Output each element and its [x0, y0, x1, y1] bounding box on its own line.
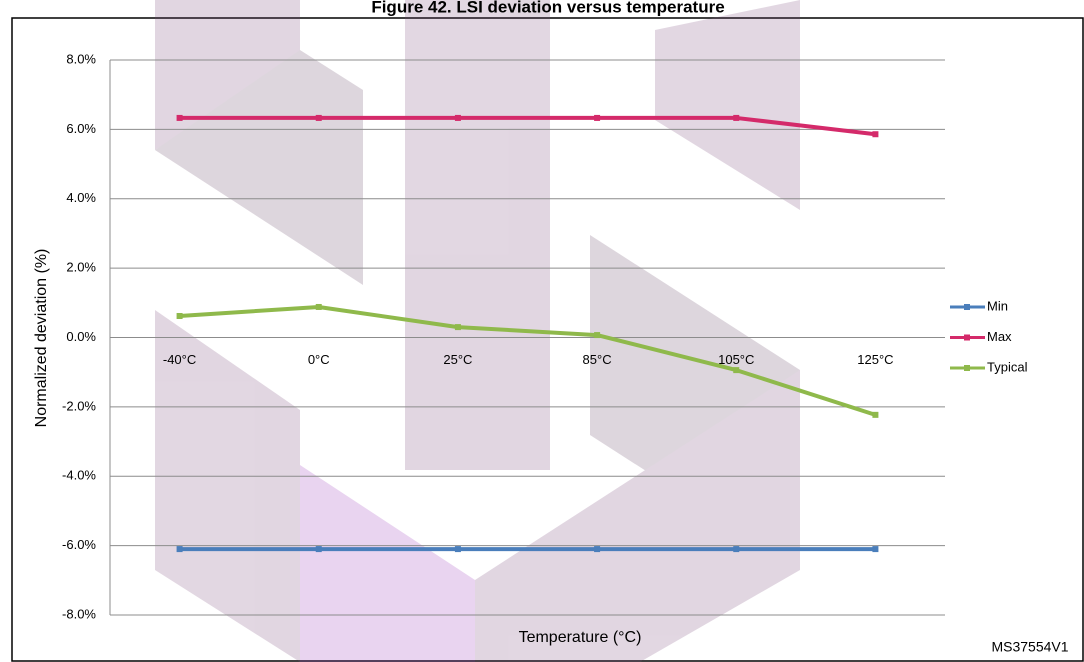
x-axis-label: Temperature (°C): [519, 629, 642, 646]
point-marker: [872, 411, 879, 418]
x-tick-label: 85°C: [583, 352, 612, 367]
frame: [11, 17, 1084, 662]
legend-marker: [964, 304, 970, 310]
point-marker: [454, 324, 461, 331]
reference-code: MS37554V1: [991, 639, 1068, 655]
legend-label: Max: [987, 329, 1012, 344]
legend-marker: [964, 365, 970, 371]
point-marker: [594, 114, 601, 121]
y-axis-label: Normalized deviation (%): [33, 249, 50, 428]
point-marker: [315, 303, 322, 310]
point-marker: [315, 114, 322, 121]
point-marker: [872, 546, 879, 553]
point-marker: [594, 332, 601, 339]
point-marker: [594, 546, 601, 553]
chart-title: Figure 42. LSI deviation versus temperat…: [371, 0, 724, 16]
y-tick-label: 8.0%: [66, 51, 96, 66]
y-tick-label: -2.0%: [62, 398, 96, 413]
point-marker: [315, 546, 322, 553]
legend-label: Min: [987, 298, 1008, 313]
point-marker: [733, 367, 740, 374]
x-tick-label: 105°C: [718, 352, 754, 367]
y-tick-label: 0.0%: [66, 329, 96, 344]
x-tick-label: 0°C: [308, 352, 330, 367]
point-marker: [872, 131, 879, 138]
x-tick-label: -40°C: [163, 352, 196, 367]
series-line: [179, 115, 876, 137]
point-marker: [176, 312, 183, 319]
x-tick-label: 125°C: [857, 352, 893, 367]
y-tick-label: -8.0%: [62, 606, 96, 621]
x-tick-label: 25°C: [443, 352, 472, 367]
point-marker: [454, 546, 461, 553]
y-tick-label: 2.0%: [66, 260, 96, 275]
y-tick-label: 4.0%: [66, 190, 96, 205]
point-marker: [454, 114, 461, 121]
point-marker: [733, 546, 740, 553]
y-tick-label: -4.0%: [62, 468, 96, 483]
legend-label: Typical: [987, 359, 1028, 374]
y-tick-label: 6.0%: [66, 121, 96, 136]
legend-marker: [964, 334, 970, 341]
watermark: [155, 0, 800, 662]
y-tick-label: -6.0%: [62, 537, 96, 552]
point-marker: [176, 114, 183, 121]
point-marker: [176, 546, 183, 553]
series-line: [179, 304, 877, 417]
point-marker: [733, 114, 740, 121]
